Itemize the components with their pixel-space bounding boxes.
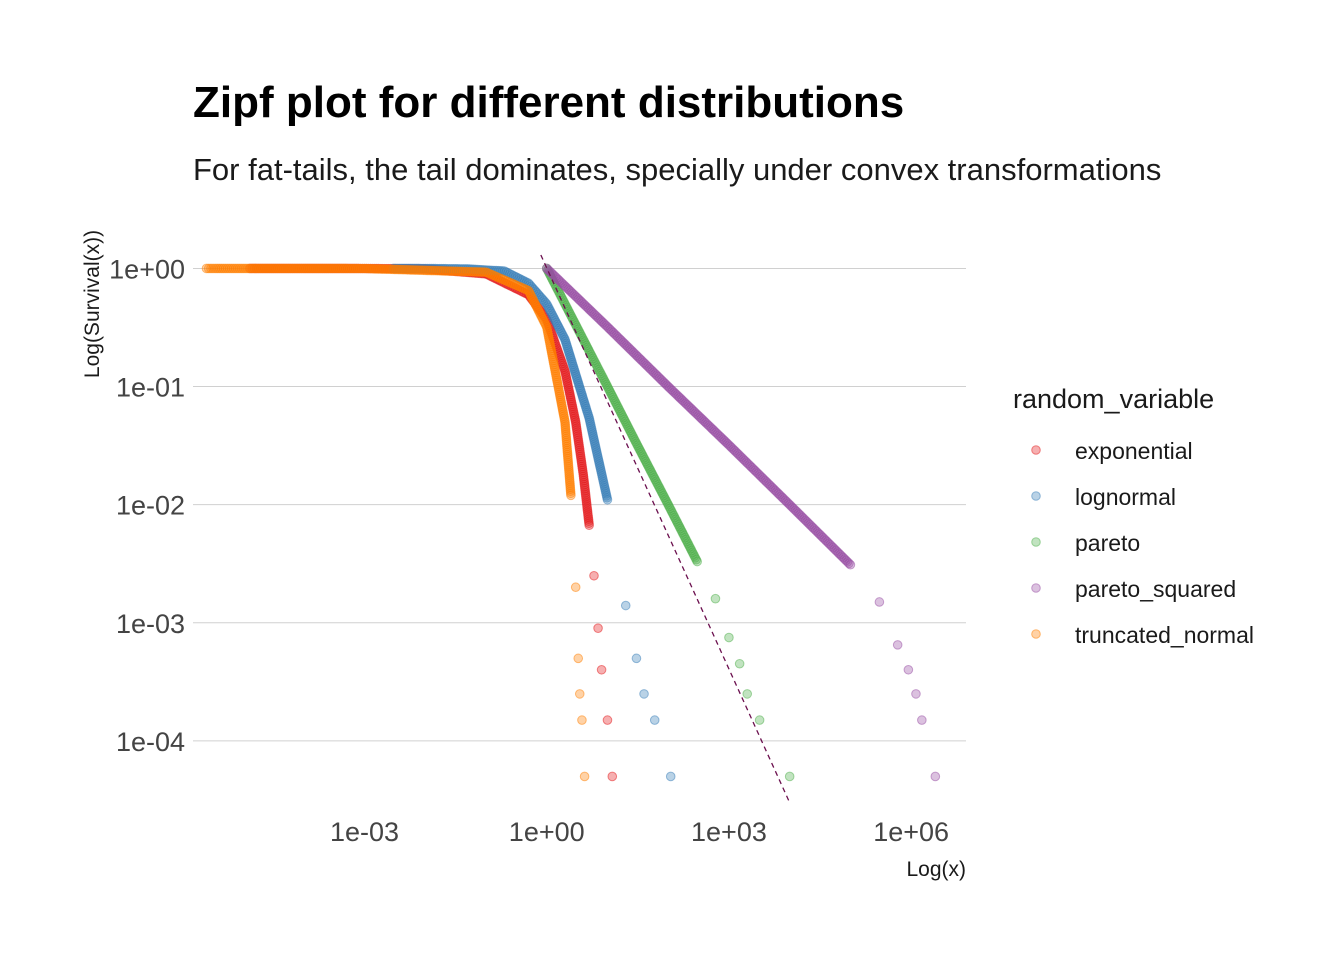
point-exponential bbox=[570, 417, 581, 427]
y-tick-label: 1e-01 bbox=[116, 373, 185, 403]
point-truncated_normal bbox=[481, 267, 491, 277]
point-pareto_squared bbox=[845, 559, 856, 570]
point-truncated_normal bbox=[541, 322, 552, 332]
point-pareto bbox=[742, 689, 753, 699]
y-axis-title: Log(Survival(x)) bbox=[81, 230, 104, 378]
y-tick-label: 1e+00 bbox=[109, 254, 185, 284]
legend-key-pareto bbox=[1031, 537, 1041, 547]
point-pareto bbox=[710, 593, 721, 604]
point-truncated_normal bbox=[573, 653, 584, 664]
legend-label-truncated_normal: truncated_normal bbox=[1075, 622, 1254, 648]
reference-line bbox=[540, 254, 791, 803]
series-lognormal bbox=[388, 263, 676, 782]
point-truncated_normal bbox=[201, 263, 212, 274]
legend-label-pareto: pareto bbox=[1075, 530, 1140, 556]
point-lognormal bbox=[649, 715, 660, 725]
point-lognormal bbox=[631, 653, 642, 664]
series-pareto_squared bbox=[541, 263, 941, 782]
point-lognormal bbox=[584, 413, 594, 423]
x-tick-label: 1e+00 bbox=[509, 817, 585, 847]
series-pareto bbox=[541, 263, 795, 782]
legend-key-lognormal bbox=[1031, 491, 1041, 501]
x-axis-ticks: 1e-03 1e+00 1e+03 1e+06 bbox=[330, 817, 949, 847]
point-exponential bbox=[584, 520, 594, 531]
point-truncated_normal bbox=[226, 263, 237, 274]
legend-key-truncated_normal bbox=[1031, 629, 1041, 639]
point-truncated_normal bbox=[359, 263, 370, 274]
point-pareto bbox=[784, 771, 795, 782]
y-tick-label: 1e-02 bbox=[116, 491, 185, 521]
point-pareto_squared bbox=[541, 263, 552, 274]
point-pareto bbox=[724, 632, 734, 643]
legend-items: exponential lognormal pareto pareto_squared… bbox=[1031, 438, 1254, 648]
point-exponential bbox=[589, 570, 599, 581]
point-pareto bbox=[663, 499, 674, 510]
x-tick-label: 1e+03 bbox=[691, 817, 767, 847]
point-truncated_normal bbox=[570, 582, 581, 593]
point-pareto_squared bbox=[784, 499, 795, 510]
gridlines bbox=[193, 267, 966, 742]
legend-label-pareto_squared: pareto_squared bbox=[1075, 576, 1236, 602]
legend-key-exponential bbox=[1031, 445, 1041, 455]
x-tick-label: 1e-03 bbox=[330, 817, 399, 847]
reference-line-group bbox=[540, 254, 791, 803]
point-truncated_normal bbox=[579, 771, 590, 782]
legend-key-pareto_squared bbox=[1031, 583, 1041, 593]
legend-title: random_variable bbox=[1013, 384, 1214, 414]
plot-points bbox=[201, 263, 941, 782]
point-pareto_squared bbox=[663, 381, 674, 392]
point-truncated_normal bbox=[574, 689, 585, 699]
x-axis-title: Log(x) bbox=[906, 858, 966, 881]
point-lognormal bbox=[620, 600, 631, 611]
legend-label-lognormal: lognormal bbox=[1075, 484, 1176, 510]
point-exponential bbox=[578, 469, 589, 480]
point-pareto_squared bbox=[917, 715, 927, 725]
chart-title: Zipf plot for different distributions bbox=[193, 78, 904, 127]
point-exponential bbox=[596, 664, 607, 675]
chart-subtitle: For fat-tails, the tail dominates, speci… bbox=[193, 152, 1161, 187]
point-pareto_squared bbox=[892, 640, 903, 650]
point-pareto bbox=[754, 715, 765, 725]
point-pareto_squared bbox=[724, 440, 734, 450]
point-lognormal bbox=[541, 299, 552, 309]
point-lognormal bbox=[639, 689, 649, 699]
point-exponential bbox=[607, 771, 618, 782]
point-truncated_normal bbox=[245, 263, 255, 274]
point-pareto bbox=[734, 658, 745, 669]
point-pareto_squared bbox=[903, 664, 914, 675]
point-lognormal bbox=[560, 334, 570, 345]
point-pareto bbox=[692, 556, 702, 567]
point-lognormal bbox=[602, 494, 613, 505]
point-truncated_normal bbox=[523, 285, 534, 296]
point-pareto_squared bbox=[930, 771, 941, 782]
point-truncated_normal bbox=[566, 490, 576, 501]
point-pareto_squared bbox=[602, 322, 613, 332]
legend-label-exponential: exponential bbox=[1075, 438, 1193, 464]
point-pareto bbox=[584, 346, 594, 356]
point-truncated_normal bbox=[210, 263, 221, 274]
point-pareto_squared bbox=[874, 597, 885, 607]
point-exponential bbox=[602, 715, 613, 725]
legend: random_variable exponential lognormal pare… bbox=[1013, 384, 1254, 648]
x-tick-label: 1e+06 bbox=[873, 817, 949, 847]
point-pareto_squared bbox=[844, 558, 854, 569]
series-truncated_normal bbox=[201, 263, 590, 782]
point-pareto bbox=[631, 438, 642, 449]
y-axis-ticks: 1e+00 1e-01 1e-02 1e-03 1e-04 bbox=[109, 254, 185, 756]
y-tick-label: 1e-03 bbox=[116, 609, 185, 639]
point-exponential bbox=[560, 366, 570, 376]
point-lognormal bbox=[665, 771, 676, 782]
point-pareto bbox=[602, 381, 613, 392]
point-truncated_normal bbox=[577, 715, 587, 725]
point-exponential bbox=[593, 623, 603, 633]
point-truncated_normal bbox=[560, 417, 570, 427]
y-tick-label: 1e-04 bbox=[116, 727, 185, 757]
point-pareto_squared bbox=[911, 689, 921, 699]
